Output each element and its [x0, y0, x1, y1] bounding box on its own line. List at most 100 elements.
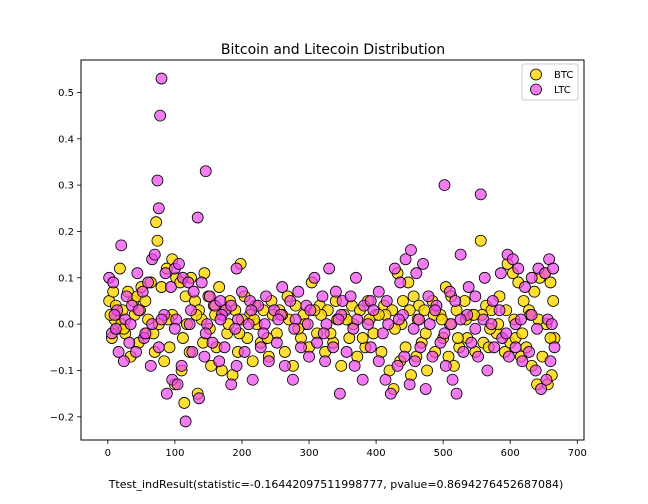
- ltc-point: [182, 276, 195, 289]
- ltc-point: [474, 188, 487, 201]
- ltc-point: [195, 276, 208, 289]
- ltc-point: [278, 359, 291, 372]
- ltc-point: [230, 359, 243, 372]
- btc-point: [158, 355, 171, 368]
- ltc-point: [512, 262, 525, 275]
- btc-point: [163, 341, 176, 354]
- ltc-point: [183, 318, 196, 331]
- legend-marker-ltc: [530, 83, 542, 96]
- ltc-point: [465, 336, 478, 349]
- btc-point: [356, 332, 369, 344]
- ltc-point: [469, 322, 482, 335]
- ltc-point: [507, 253, 519, 266]
- ltc-point: [488, 341, 501, 354]
- ltc-point: [457, 346, 470, 358]
- ltc-point: [509, 341, 522, 354]
- ltc-point: [139, 327, 152, 340]
- ltc-point: [155, 313, 168, 326]
- ltc-point: [493, 304, 506, 317]
- ltc-point: [146, 318, 158, 331]
- ltc-point: [238, 346, 251, 358]
- ltc-point: [350, 271, 362, 284]
- ltc-point: [262, 355, 275, 368]
- y-tick-label: 0.1: [58, 273, 74, 284]
- ltc-point: [115, 239, 128, 252]
- ltc-point: [429, 304, 442, 317]
- ltc-point: [213, 355, 226, 368]
- ltc-point: [108, 308, 121, 321]
- ltc-point: [148, 248, 161, 261]
- ltc-point: [485, 318, 498, 331]
- ltc-point: [203, 290, 216, 303]
- ltc-point: [344, 290, 357, 303]
- ltc-point: [438, 327, 451, 340]
- ltc-point: [175, 359, 188, 372]
- ltc-point: [159, 267, 172, 280]
- ltc-point: [288, 322, 301, 335]
- ltc-point: [152, 341, 165, 354]
- x-tick-label: 700: [568, 448, 587, 459]
- ltc-point: [151, 174, 164, 187]
- ltc-point: [525, 308, 538, 321]
- ltc-point: [529, 364, 542, 377]
- x-tick-label: 500: [434, 448, 453, 459]
- ltc-point: [225, 378, 238, 391]
- ltc-point: [292, 285, 305, 298]
- ltc-point: [356, 373, 369, 386]
- ltc-point: [407, 322, 420, 335]
- ltc-point: [379, 373, 392, 386]
- ltc-point: [525, 271, 538, 284]
- ltc-point: [399, 253, 412, 266]
- ltc-point: [132, 304, 145, 317]
- btc-point: [114, 262, 126, 275]
- ltc-point: [199, 165, 212, 178]
- x-tick-label: 400: [367, 448, 386, 459]
- ltc-point: [502, 350, 515, 363]
- ltc-point: [380, 295, 393, 307]
- y-tick-label: 0.2: [58, 227, 74, 238]
- ltc-point: [439, 359, 452, 372]
- ltc-point: [171, 378, 184, 391]
- ltc-point: [236, 285, 248, 298]
- ltc-point: [516, 355, 529, 368]
- y-tick-label: −0.1: [50, 366, 74, 377]
- y-tick-label: 0.5: [58, 88, 74, 99]
- ltc-point: [323, 262, 336, 275]
- ltc-point: [426, 350, 439, 363]
- ltc-point: [242, 318, 255, 331]
- ltc-point: [372, 285, 385, 298]
- ltc-point: [301, 318, 314, 331]
- ltc-point: [199, 327, 212, 340]
- ltc-point: [317, 327, 330, 340]
- ltc-point: [454, 248, 467, 261]
- btc-point: [516, 327, 529, 340]
- btc-point: [246, 355, 259, 368]
- ltc-point: [230, 262, 243, 275]
- btc-point: [452, 332, 464, 344]
- ltc-point: [486, 295, 499, 307]
- ltc-point: [304, 304, 317, 317]
- ltc-point: [410, 267, 423, 280]
- btc-point: [474, 234, 487, 247]
- ltc-point: [531, 322, 543, 335]
- btc-point: [177, 332, 189, 344]
- ltc-point: [443, 285, 456, 298]
- ltc-point: [394, 276, 407, 289]
- x-tick-label: 600: [501, 448, 520, 459]
- y-axis: −0.2 −0.1 0.0 0.1 0.2 0.3 0.4 0.5: [50, 88, 81, 423]
- y-tick-label: 0.4: [58, 134, 74, 145]
- ltc-point: [186, 346, 199, 358]
- ltc-point: [454, 313, 467, 326]
- ltc-point: [398, 350, 411, 363]
- ltc-point: [229, 322, 242, 335]
- ltc-point: [329, 285, 342, 298]
- ltc-point: [327, 341, 340, 354]
- ltc-point: [270, 336, 283, 349]
- plot-frame: [80, 59, 585, 441]
- ltc-point: [107, 276, 120, 289]
- legend: BTC LTC: [521, 63, 579, 101]
- ltc-point: [403, 378, 416, 391]
- ltc-point: [544, 355, 557, 368]
- ltc-point: [367, 304, 380, 317]
